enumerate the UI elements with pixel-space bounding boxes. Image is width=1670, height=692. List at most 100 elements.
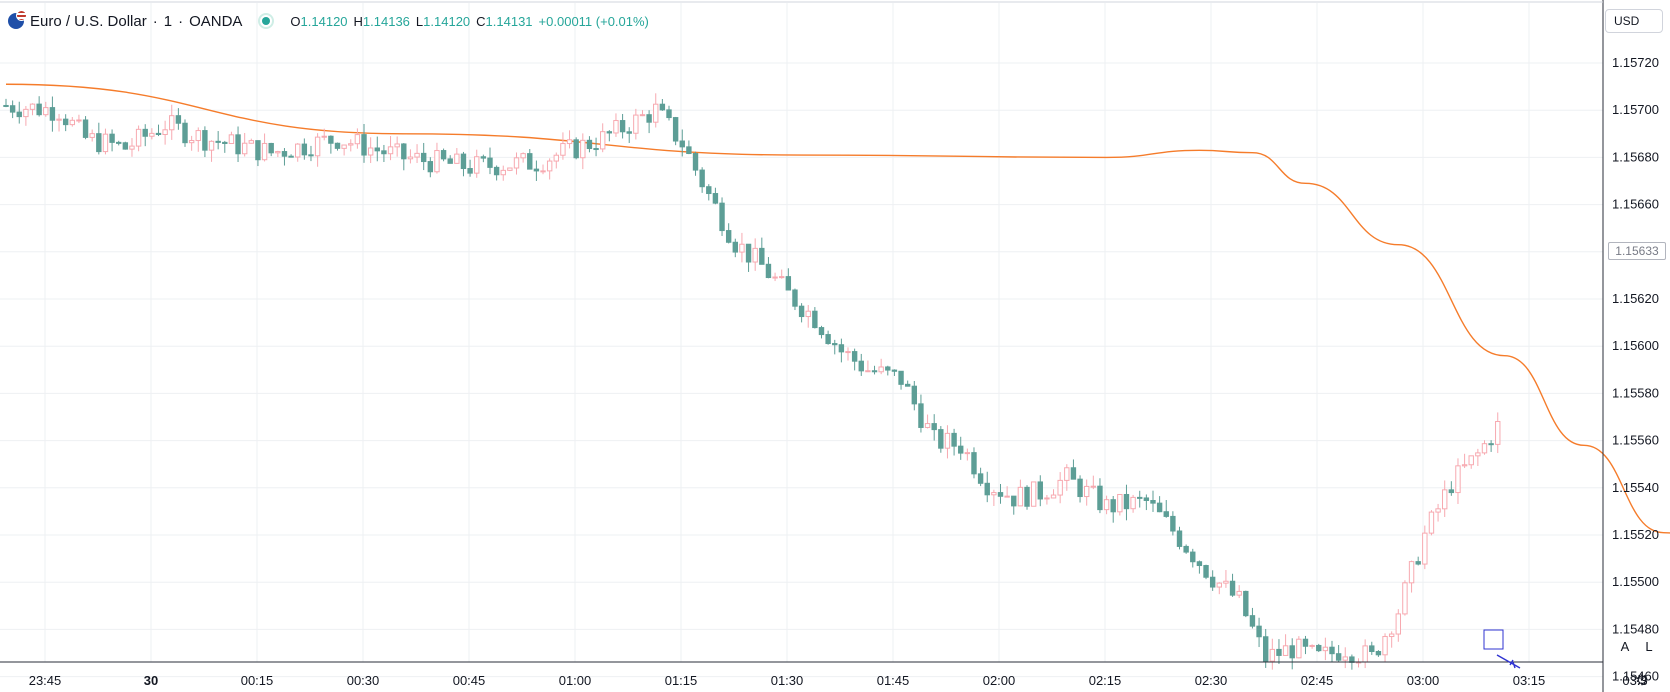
symbol-exchange[interactable]: OANDA [189,12,243,30]
symbol-name[interactable]: Euro / U.S. Dollar [30,12,147,30]
candle [1448,481,1455,496]
candle [1468,455,1474,469]
cursor-selection-box [1483,629,1504,650]
candle [182,119,188,147]
candle [116,140,122,146]
candle [706,184,712,201]
candle [228,131,235,144]
candle [951,428,957,456]
candle [540,164,546,175]
candle [142,124,148,147]
candle [845,347,851,361]
candle [447,155,453,164]
price-tick-label: 1.15580 [1612,385,1659,400]
candle [155,124,162,137]
candle [440,148,447,162]
candle [1475,448,1481,467]
candle [1289,638,1295,670]
candle [1183,544,1189,554]
log-scale-button[interactable]: L [1638,636,1660,658]
price-tick-label: 1.15720 [1612,55,1659,70]
candle [1355,658,1362,668]
time-tick-label: 01:15 [665,673,698,688]
candle [1481,440,1488,455]
candle [639,110,646,117]
candle [102,128,109,155]
moving-average-line [5,83,1670,534]
candle [918,394,924,433]
candle [1070,459,1077,480]
ohlc-values: O1.14120 H1.14136 L1.14120 C1.14131 +0.0… [290,14,648,29]
candle [460,151,467,177]
candle [1408,560,1415,593]
candle [387,136,394,161]
candle [1123,484,1130,521]
candle [480,154,487,163]
candle [261,133,268,162]
candle [1282,634,1289,656]
price-tick-label: 1.15480 [1612,621,1659,636]
candle [56,113,62,132]
candle [997,484,1004,504]
candle [573,137,579,160]
candle [341,144,347,156]
candle [427,157,434,178]
chart-settings-gear-icon[interactable]: ⚙ [1635,672,1649,689]
candle [924,414,931,429]
candle [513,152,520,175]
price-tick-label: 1.15600 [1612,338,1659,353]
candle [1137,490,1143,508]
candle [1435,503,1441,522]
symbol-interval[interactable]: 1 [163,12,173,30]
candle [1170,511,1176,536]
candle [812,307,818,329]
candle [633,108,639,140]
candle [1422,525,1428,570]
candle [1415,556,1421,566]
candle [1110,495,1116,523]
time-tick-label: 01:45 [877,673,910,688]
candle [911,380,918,411]
price-tick-label: 1.15700 [1612,102,1659,117]
candle [1090,475,1097,490]
candle [785,268,792,291]
candle [964,448,971,461]
candle [527,149,533,170]
candle [679,129,685,157]
candle [984,471,990,503]
candle [288,154,294,158]
time-tick-label: 23:45 [29,673,62,688]
candle [1163,500,1169,518]
market-status-icon[interactable] [258,13,275,29]
low-value: 1.14120 [423,13,471,29]
candle [1256,617,1262,648]
auto-scale-button[interactable]: A [1614,636,1636,658]
candle [500,165,506,181]
candle [321,128,327,141]
candle [414,144,420,163]
candle [1004,486,1010,498]
currency-selector[interactable]: USD [1605,9,1663,33]
candle [805,304,811,328]
candle [301,138,308,160]
candle [328,135,334,154]
candle [1269,638,1276,670]
candle [646,110,652,134]
eur-usd-flag-icon [8,10,27,29]
candle [520,152,526,163]
candle [348,139,354,152]
candle [1196,560,1203,574]
time-axis-labels: 23:45 30 00:15 00:30 00:45 01:00 01:15 01:30 01:… [29,673,1648,688]
time-tick-label: 00:30 [347,673,380,688]
candle [122,141,129,150]
candle [580,133,586,170]
candle [1050,489,1057,499]
candle [188,135,195,151]
candle [546,158,553,180]
symbol-separator-2: · [178,12,184,30]
time-tick-label: 03:15 [1513,673,1546,688]
candle [162,120,168,145]
candle [1243,590,1249,618]
candle [487,147,493,175]
